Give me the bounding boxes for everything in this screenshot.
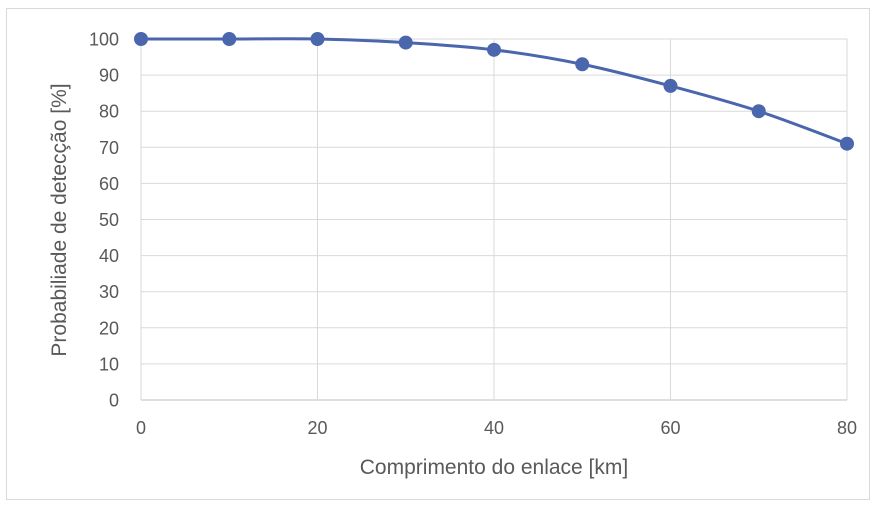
data-point [575, 57, 590, 72]
y-tick-label: 40 [99, 246, 119, 266]
y-tick-label: 50 [99, 210, 119, 230]
y-tick-labels: 0 10 20 30 40 50 60 70 80 90 100 [89, 30, 119, 411]
x-tick-label: 60 [660, 418, 680, 438]
data-point [751, 104, 766, 119]
data-point [840, 136, 854, 151]
y-tick-label: 100 [89, 30, 119, 50]
x-tick-label: 40 [484, 418, 504, 438]
data-point [663, 78, 678, 93]
y-tick-label: 20 [99, 318, 119, 338]
data-point [134, 32, 148, 46]
y-tick-label: 0 [109, 391, 119, 411]
y-tick-label: 60 [99, 174, 119, 194]
gridlines [140, 38, 848, 401]
x-tick-label: 0 [136, 418, 146, 438]
series-group [134, 32, 854, 151]
data-point [222, 32, 237, 46]
y-tick-label: 70 [99, 138, 119, 158]
y-tick-label: 10 [99, 354, 119, 374]
x-tick-label: 20 [307, 418, 327, 438]
y-tick-label: 90 [99, 66, 119, 86]
chart-frame [6, 8, 870, 500]
x-axis-title: Comprimento do enlace [km] [360, 456, 628, 479]
x-tick-labels: 0 20 40 60 80 [136, 418, 857, 438]
y-axis-title: Probabiliade de detecção [%] [48, 83, 71, 356]
data-point [310, 32, 325, 46]
x-tick-label: 80 [837, 418, 857, 438]
y-tick-label: 80 [99, 102, 119, 122]
y-tick-label: 30 [99, 282, 119, 302]
data-point [398, 35, 413, 50]
data-point [487, 42, 501, 57]
